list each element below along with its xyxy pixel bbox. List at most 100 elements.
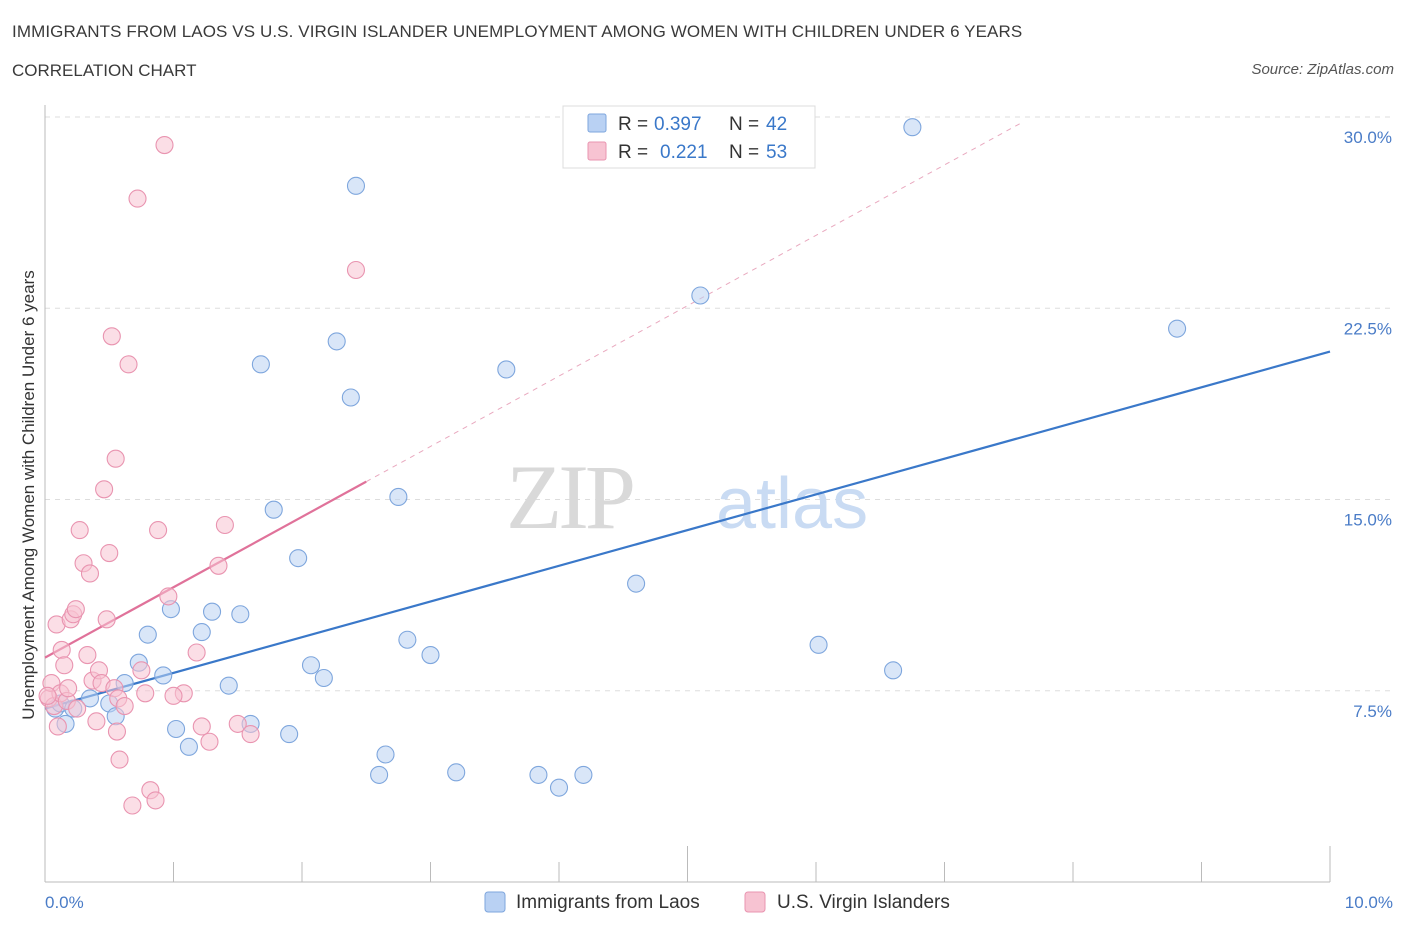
- point-virgin: [55, 656, 74, 675]
- point-virgin: [97, 610, 116, 629]
- point-virgin: [155, 136, 174, 155]
- point-laos: [341, 388, 360, 407]
- point-laos: [289, 549, 308, 568]
- y-tick-label: 15.0%: [1344, 511, 1392, 530]
- point-virgin: [106, 449, 125, 468]
- legend-n-value-laos: 42: [766, 114, 787, 135]
- point-virgin: [48, 717, 67, 736]
- point-virgin: [68, 699, 87, 718]
- legend-r-label-laos: R =: [618, 114, 648, 135]
- legend-r-label-virgin: R =: [618, 142, 648, 163]
- legend-r-value-virgin: 0.221: [660, 142, 708, 163]
- point-laos: [398, 630, 417, 649]
- point-laos: [809, 635, 828, 654]
- point-virgin: [59, 679, 78, 698]
- points-layer: [38, 118, 1187, 815]
- point-virgin: [95, 480, 114, 499]
- point-laos: [549, 778, 569, 797]
- point-virgin: [78, 645, 97, 665]
- chart-title: IMMIGRANTS FROM LAOS VS U.S. VIRGIN ISLA…: [12, 22, 1023, 41]
- y-tick-label: 30.0%: [1344, 128, 1392, 147]
- point-virgin: [200, 732, 219, 751]
- x-tick-label-max: 10.0%: [1345, 893, 1393, 912]
- point-virgin: [228, 714, 247, 733]
- point-laos: [301, 656, 321, 675]
- point-laos: [80, 689, 100, 708]
- x-tick-label-min: 0.0%: [45, 893, 84, 912]
- point-laos: [346, 176, 366, 195]
- point-laos: [314, 668, 333, 688]
- point-virgin: [100, 543, 119, 563]
- trend-layer: [44, 122, 1331, 710]
- bottom-legend-swatch-laos: [484, 891, 506, 913]
- point-laos: [203, 602, 222, 621]
- point-laos: [231, 605, 250, 624]
- point-virgin: [102, 327, 121, 346]
- point-laos: [389, 487, 408, 507]
- point-laos: [219, 676, 238, 695]
- point-laos: [264, 500, 283, 519]
- watermark: ZIP atlas: [506, 446, 868, 548]
- point-virgin: [241, 725, 260, 744]
- trend-line-virgin: [44, 480, 367, 659]
- point-virgin: [80, 564, 100, 583]
- point-virgin: [119, 355, 138, 374]
- y-axis-label: Unemployment Among Women with Children U…: [19, 270, 38, 719]
- axes-layer: [44, 105, 1331, 883]
- chart-subtitle: CORRELATION CHART: [12, 61, 197, 80]
- point-laos: [627, 574, 646, 593]
- point-laos: [138, 625, 157, 644]
- point-laos: [192, 623, 211, 642]
- trend-line-laos: [44, 350, 1331, 710]
- point-virgin: [128, 189, 147, 208]
- y-tick-label: 22.5%: [1344, 319, 1392, 338]
- point-virgin: [346, 260, 366, 280]
- point-virgin: [132, 661, 151, 680]
- point-laos: [447, 763, 466, 782]
- point-laos: [154, 666, 173, 685]
- point-laos: [421, 645, 440, 665]
- point-virgin: [146, 791, 165, 810]
- point-virgin: [115, 696, 134, 716]
- point-laos: [370, 765, 389, 784]
- point-virgin: [123, 796, 142, 815]
- point-virgin: [136, 684, 155, 703]
- trend-line-extension-virgin: [366, 122, 1022, 483]
- legend-swatch-laos: [587, 113, 607, 133]
- bottom-legend-swatch-virgin: [744, 891, 766, 913]
- top-legend: R = 0.397 N = 42 R = 0.221 N = 53: [562, 105, 816, 169]
- point-virgin: [38, 686, 57, 705]
- point-virgin: [70, 521, 89, 540]
- labels-layer: 7.5% 15.0% 22.5% 30.0% 0.0% 10.0%: [45, 128, 1393, 912]
- point-laos: [167, 719, 186, 739]
- legend-r-value-laos: 0.397: [654, 114, 702, 135]
- legend-swatch-virgin: [587, 141, 607, 161]
- point-virgin: [159, 587, 178, 606]
- bottom-legend-label-virgin: U.S. Virgin Islanders: [777, 892, 950, 913]
- bottom-legend-label-laos: Immigrants from Laos: [516, 892, 700, 913]
- grid-layer: [45, 116, 1390, 692]
- legend-n-label-laos: N =: [729, 114, 759, 135]
- legend-n-value-virgin: 53: [766, 142, 787, 163]
- point-virgin: [52, 640, 71, 660]
- point-virgin: [107, 722, 127, 741]
- point-virgin: [215, 515, 234, 535]
- point-laos: [529, 765, 548, 784]
- y-tick-label: 7.5%: [1353, 702, 1392, 721]
- point-virgin: [192, 717, 211, 736]
- point-laos: [327, 332, 346, 351]
- bottom-legend: Immigrants from Laos U.S. Virgin Islande…: [484, 891, 950, 913]
- point-laos: [903, 118, 922, 137]
- point-virgin: [66, 600, 85, 619]
- point-laos: [179, 737, 198, 756]
- point-laos: [376, 745, 395, 764]
- legend-n-label-virgin: N =: [729, 142, 759, 163]
- chart-source: Source: ZipAtlas.com: [1251, 61, 1394, 78]
- point-laos: [884, 661, 903, 680]
- point-virgin: [149, 521, 168, 540]
- point-virgin: [209, 556, 228, 575]
- watermark-zip: ZIP: [506, 446, 633, 548]
- point-virgin: [110, 750, 129, 769]
- point-virgin: [87, 712, 106, 731]
